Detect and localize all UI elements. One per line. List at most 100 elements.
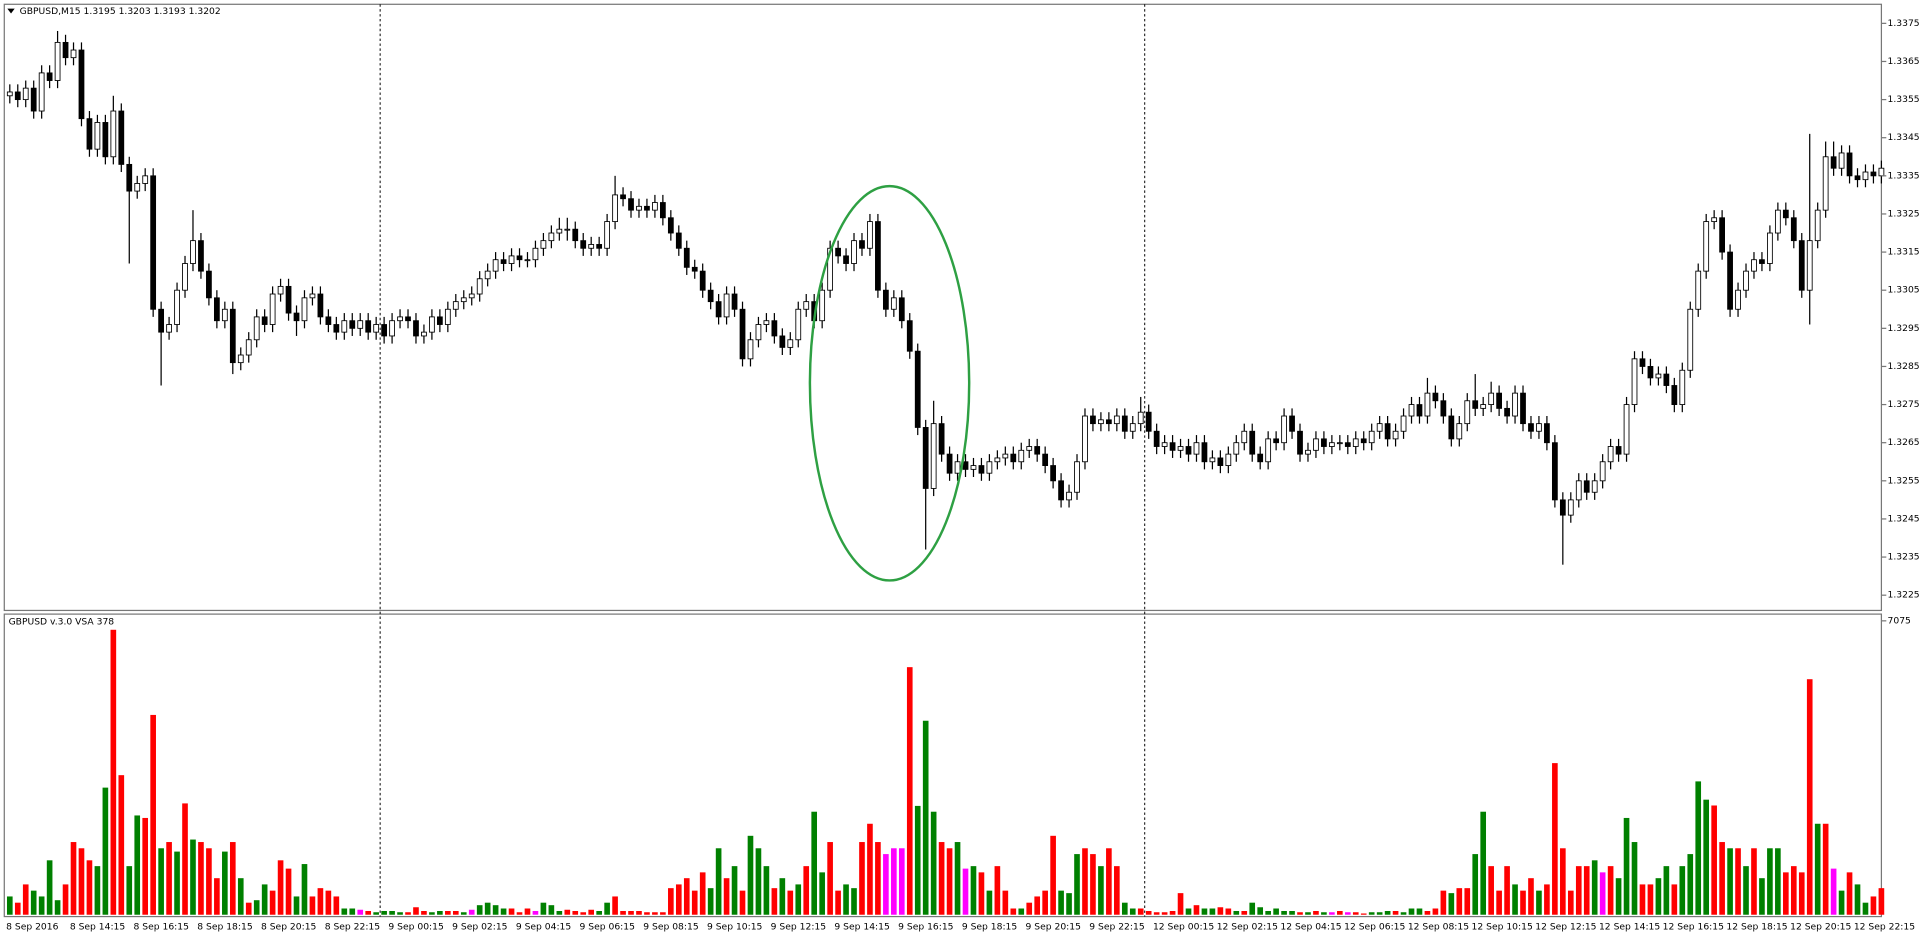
candle-body — [94, 122, 101, 150]
volume-bar — [668, 888, 674, 915]
candle-body — [1225, 453, 1232, 466]
y-tick-label: 1.3285 — [1888, 361, 1920, 372]
volume-bar — [126, 866, 133, 915]
volume-bar — [309, 896, 316, 915]
x-tick-label: 12 Sep 14:15 — [1599, 921, 1660, 932]
volume-bar — [954, 842, 961, 915]
volume-bar — [1313, 910, 1319, 915]
volume-bar — [1352, 912, 1359, 915]
candle-body — [930, 423, 937, 489]
candle-body — [1767, 232, 1773, 264]
candle-body — [1743, 270, 1749, 291]
candle-body — [1241, 430, 1248, 444]
volume-bar — [405, 912, 411, 915]
candle-body — [540, 240, 547, 249]
menu-arrow[interactable] — [7, 8, 15, 14]
volume-bar — [1002, 890, 1009, 915]
candle-body — [1575, 480, 1582, 501]
candle-body — [556, 228, 563, 234]
volume-bar — [1679, 866, 1686, 915]
volume-bar — [723, 878, 730, 915]
volume-bar — [1719, 842, 1725, 915]
candle-body — [795, 308, 802, 341]
candle-body — [1647, 366, 1654, 379]
volume-bar — [253, 900, 260, 915]
candle-body — [620, 194, 626, 200]
candle-body — [1098, 419, 1104, 425]
volume-bar — [1862, 902, 1869, 915]
candle-body — [1153, 430, 1160, 447]
candle-body — [787, 339, 794, 348]
candle-body — [1082, 415, 1088, 463]
x-tick-label: 9 Sep 00:15 — [388, 921, 444, 932]
candle-body — [269, 293, 276, 325]
volume-bar — [1488, 866, 1494, 915]
candle-body — [1806, 240, 1813, 291]
candle-body — [341, 320, 348, 333]
candle-body — [596, 244, 603, 249]
volume-bar — [70, 842, 77, 915]
candle-body — [1751, 259, 1757, 272]
volume-pane — [3, 613, 1883, 918]
volume-bar — [1424, 910, 1431, 915]
candle-body — [429, 316, 435, 333]
volume-bar — [1265, 910, 1271, 915]
candle-body — [221, 308, 228, 322]
volume-bar — [285, 868, 292, 915]
candle-body — [1599, 461, 1606, 482]
candle-body — [835, 247, 841, 257]
candle-body — [914, 350, 921, 428]
candle-body — [38, 72, 45, 112]
volume-bar — [182, 803, 188, 915]
x-tick-label: 12 Sep 12:15 — [1535, 921, 1596, 932]
volume-bar — [763, 866, 770, 915]
candle-body — [277, 285, 284, 295]
volume-bar — [1480, 811, 1487, 915]
volume-bar — [1153, 912, 1160, 915]
volume-bar — [1599, 872, 1606, 915]
candle-body — [1328, 442, 1335, 447]
x-tick-label: 12 Sep 06:15 — [1344, 921, 1405, 932]
candle-body — [1018, 449, 1025, 463]
x-tick-label: 9 Sep 22:15 — [1089, 921, 1145, 932]
volume-bar — [1034, 896, 1041, 915]
volume-bar — [102, 787, 109, 915]
volume-bar — [158, 848, 164, 915]
volume-bar — [524, 908, 531, 915]
x-tick-label: 9 Sep 20:15 — [1026, 921, 1082, 932]
volume-bar — [1376, 912, 1383, 915]
volume-bar — [962, 868, 969, 915]
volume-bar — [795, 884, 802, 915]
candle-body — [636, 205, 642, 211]
candle-body — [484, 270, 491, 280]
candle-body — [1456, 423, 1463, 440]
volume-bar — [1161, 912, 1168, 915]
y-tick-label: 1.3245 — [1888, 513, 1920, 524]
volume-bar — [1798, 872, 1805, 915]
candle-body — [1185, 446, 1192, 455]
candle-body — [1520, 392, 1526, 425]
candle-body — [182, 263, 188, 291]
volume-bar — [118, 775, 125, 915]
candle-body — [938, 423, 945, 455]
volume-bar — [636, 910, 642, 915]
candle-body — [46, 72, 53, 81]
volume-bar — [445, 910, 451, 915]
volume-bar — [365, 910, 372, 915]
candle-body — [516, 255, 523, 261]
volume-bar — [683, 878, 690, 915]
volume-bar — [1591, 860, 1598, 915]
volume-bar — [1217, 907, 1224, 915]
volume-bar — [476, 905, 483, 915]
candle-body — [1145, 411, 1152, 432]
candle-body — [1814, 209, 1821, 242]
candle-body — [1703, 221, 1710, 272]
volume-bar — [421, 910, 427, 915]
candle-body — [1480, 404, 1487, 409]
candle-body — [349, 320, 356, 329]
volume-bar — [460, 912, 467, 915]
volume-bar — [1344, 912, 1351, 915]
volume-bar — [516, 912, 523, 915]
volume-bar — [389, 910, 395, 915]
volume-bar — [22, 884, 29, 915]
